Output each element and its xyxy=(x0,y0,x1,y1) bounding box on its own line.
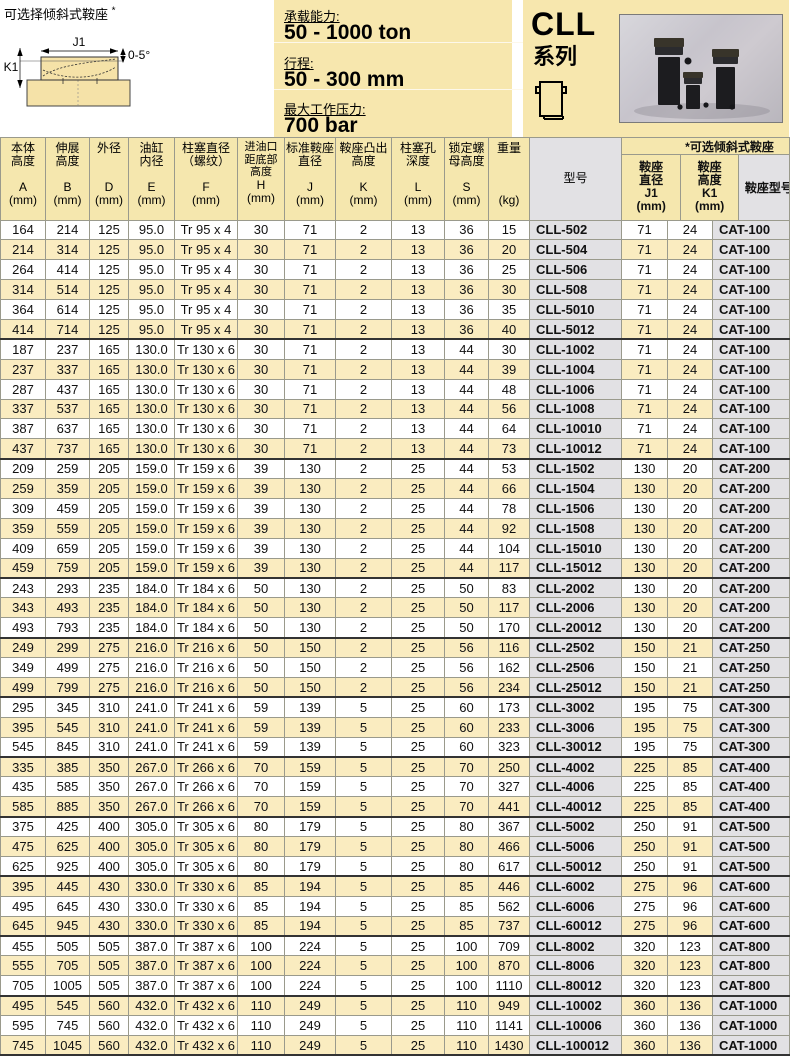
svg-text:J1: J1 xyxy=(73,35,86,49)
svg-text:K1: K1 xyxy=(4,60,19,74)
svg-text:0-5°: 0-5° xyxy=(128,48,150,62)
